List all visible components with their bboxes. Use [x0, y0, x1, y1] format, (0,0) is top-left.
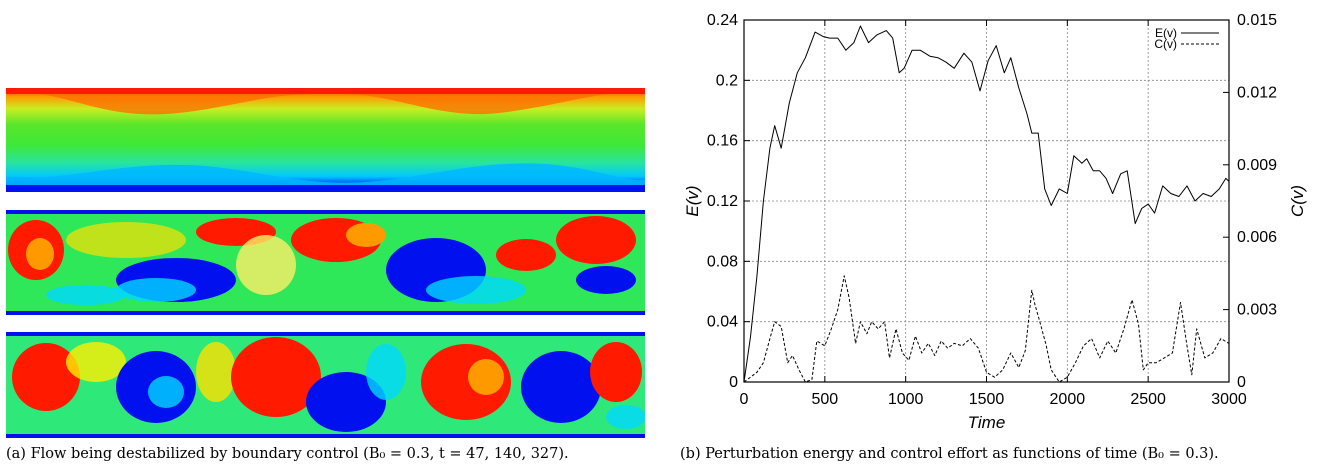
y2-tick-label: 0: [1237, 374, 1246, 391]
flow-snapshot-t140: [6, 210, 645, 315]
series-layer: [743, 25, 1230, 383]
y-axis-label: E(v): [683, 185, 702, 216]
y-tick-label: 0.04: [707, 314, 738, 331]
legend-label: C(v): [1154, 37, 1177, 51]
x-tick-label: 2000: [1050, 391, 1086, 408]
legend-label: E(v): [1155, 26, 1177, 40]
x-tick-label: 3000: [1211, 391, 1247, 408]
y2-tick-label: 0.012: [1237, 84, 1277, 101]
y-tick-label: 0.16: [707, 133, 738, 150]
y2-tick-label: 0.003: [1237, 302, 1277, 319]
x-tick-label: 0: [740, 391, 749, 408]
energy-effort-chart: 0 500 1000 1500 2000 2500 300000.040.080.120.1…: [683, 12, 1307, 432]
y-tick-label: 0.08: [707, 253, 738, 270]
y-tick-label: 0.24: [707, 12, 738, 29]
x-tick-label: 500: [811, 391, 838, 408]
flow-snapshot-t47: [6, 88, 645, 192]
y2-tick-label: 0.006: [1237, 229, 1277, 246]
series-line-cv: [743, 275, 1230, 383]
x-axis-label: Time: [968, 413, 1006, 432]
flow-snapshot-t327: [6, 332, 645, 438]
x-tick-label: 1000: [888, 391, 924, 408]
figure-b-caption: (b) Perturbation energy and control effo…: [680, 446, 1219, 462]
ticks: 0 500 1000 1500 2000 2500 300000.040.080.120.1…: [707, 12, 1277, 408]
x-tick-label: 2500: [1130, 391, 1166, 408]
y2-tick-label: 0.009: [1237, 157, 1277, 174]
y2-axis-label: C(v): [1288, 185, 1307, 217]
y-tick-label: 0: [729, 374, 738, 391]
y-tick-label: 0.2: [716, 72, 738, 89]
y-tick-label: 0.12: [707, 193, 738, 210]
legend: E(v)C(v): [1154, 26, 1219, 51]
figure-a-caption: (a) Flow being destabilized by boundary …: [6, 446, 569, 462]
grid: [744, 20, 1229, 382]
series-line-ev: [743, 25, 1230, 383]
y2-tick-label: 0.015: [1237, 12, 1277, 29]
x-tick-label: 1500: [969, 391, 1005, 408]
